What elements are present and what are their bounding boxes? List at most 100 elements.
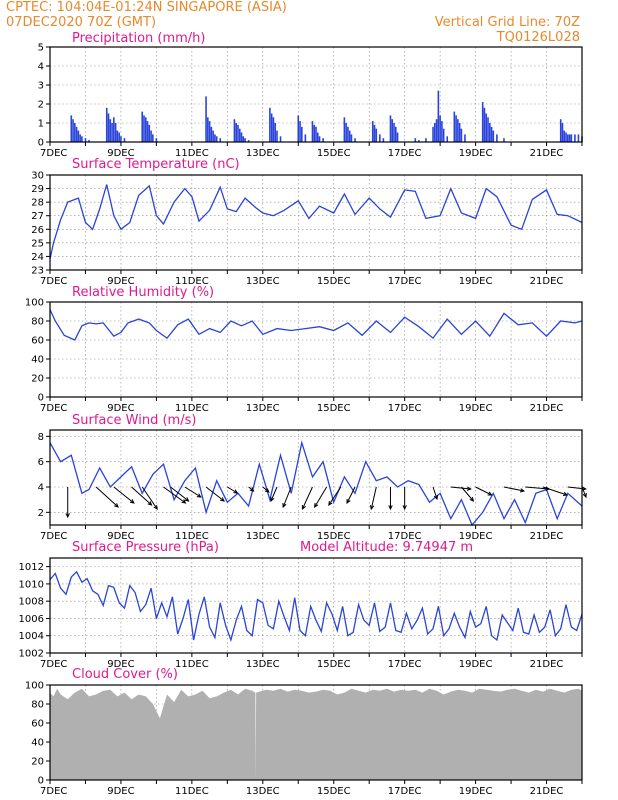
precip-bar: [107, 113, 110, 142]
wind-arrow-head: [388, 505, 393, 511]
precip-bar: [269, 107, 271, 142]
precip-bar: [389, 115, 392, 142]
precip-bar: [207, 117, 209, 142]
precip-bar: [84, 138, 87, 142]
wind-arrow-head: [301, 504, 306, 511]
precip-bar: [432, 126, 434, 142]
temp-xtick-label: 21DEC: [530, 276, 564, 287]
wind-arrow-head: [270, 496, 275, 503]
precip-bar: [435, 119, 438, 142]
precip-bar: [503, 138, 505, 142]
pressure-xtick-label: 9DEC: [107, 659, 134, 670]
wind-xtick-label: 13DEC: [246, 531, 280, 542]
precip-bar: [488, 123, 491, 142]
cloud-xtick-label: 13DEC: [246, 786, 280, 797]
precip-bar: [434, 123, 436, 142]
precip-bar: [148, 124, 151, 142]
precip-bar: [155, 138, 158, 142]
precip-bar: [453, 111, 456, 142]
precip-ytick-label: 5: [38, 43, 44, 54]
rh-ytick-label: 20: [31, 374, 44, 385]
rh-xtick-label: 15DEC: [317, 403, 351, 414]
wind-arrow-head: [220, 497, 225, 502]
pressure-xtick-label: 11DEC: [175, 659, 209, 670]
wind-arrow-head: [469, 497, 475, 502]
precip-bar: [214, 134, 216, 142]
temp-ytick-label: 28: [31, 198, 44, 209]
precip-bar: [485, 113, 488, 142]
precip-bar: [490, 126, 493, 142]
precip-bar: [150, 130, 152, 142]
precip-ytick-label: 2: [38, 100, 44, 111]
precip-bar: [274, 123, 277, 142]
precip-bar: [279, 136, 282, 142]
temp-ytick-label: 29: [31, 184, 44, 195]
precip-bar: [109, 119, 112, 142]
precip-bar: [114, 123, 117, 142]
precip-bar: [396, 132, 399, 142]
precip-bar: [233, 119, 236, 142]
temp-ytick-label: 23: [31, 266, 44, 277]
wind-arrow-shaft: [95, 486, 119, 508]
precip-bar: [375, 128, 378, 142]
wind-arrow-shaft: [461, 486, 474, 502]
pressure-xtick-label: 7DEC: [40, 659, 67, 670]
wind-arrow-shaft: [328, 486, 342, 506]
wind-arrow-shaft: [542, 486, 568, 496]
precip-bar: [123, 138, 126, 142]
wind-arrow-shaft: [282, 486, 292, 508]
wind-arrow-shaft: [450, 486, 471, 490]
precip-bar: [496, 134, 498, 142]
temp-ytick-label: 27: [31, 211, 44, 222]
precip-panel: Precipitation (mm/h) 0 1 2 3 4 5 7DEC 9DEC 11DEC 1…: [38, 31, 583, 159]
precip-bar: [559, 119, 562, 142]
temp-xtick-label: 11DEC: [175, 276, 209, 287]
wind-arrow-shaft: [141, 486, 158, 510]
precip-title: Precipitation (mm/h): [72, 31, 205, 46]
wind-panel: Surface Wind (m/s) 2 4 6 8 7DEC 9DEC 11DEC 13DEC…: [38, 413, 587, 542]
precip-bar: [111, 123, 113, 142]
wind-arrow-head: [466, 486, 472, 491]
temp-title: Surface Temperature (nC): [72, 157, 240, 172]
wind-xtick-label: 11DEC: [175, 531, 209, 542]
wind-arrow-head: [314, 502, 319, 508]
wind-arrow-head: [346, 498, 351, 505]
pressure-xtick-label: 21DEC: [530, 659, 564, 670]
cloud-frame: [49, 684, 583, 781]
precip-bar: [235, 123, 237, 142]
temp-line: [49, 184, 583, 260]
wind-arrow-head: [181, 499, 187, 504]
header-line1-left: CPTEC: 104:04E-01:24N SINGAPORE (ASIA): [6, 0, 287, 15]
precip-ytick-label: 3: [38, 81, 44, 92]
rh-ytick-label: 100: [25, 298, 44, 309]
precip-bar: [210, 126, 213, 142]
cloud-ytick-label: 0: [38, 776, 44, 787]
cloud-ytick-label: 60: [31, 719, 44, 730]
precip-bar: [425, 138, 427, 142]
rh-ytick-label: 60: [31, 336, 44, 347]
precip-bar: [371, 121, 374, 142]
precip-bar: [297, 115, 300, 142]
precip-bar: [345, 123, 347, 142]
precip-bar: [487, 117, 489, 142]
precip-bar: [315, 126, 317, 142]
precip-bar: [347, 126, 349, 142]
wind-arrow-head: [582, 492, 587, 499]
wind-arrow-head: [114, 503, 119, 508]
precip-frame: [49, 46, 583, 143]
wind-arrow-head: [65, 513, 70, 519]
precip-bar: [144, 117, 147, 142]
rh-panel: Relative Humidity (%) 0 20 40 60 80 100 7DEC 9DE…: [25, 285, 583, 414]
cloud-cover-area: [50, 688, 582, 780]
temp-ytick-label: 25: [31, 238, 44, 249]
wind-arrow-head: [282, 502, 287, 509]
wind-xtick-label: 21DEC: [530, 531, 564, 542]
rh-ytick-label: 40: [31, 355, 44, 366]
pressure-frame: [49, 557, 583, 654]
temp-frame: [49, 174, 583, 271]
precip-xtick-label: 15DEC: [317, 148, 351, 159]
precip-bar: [272, 117, 275, 142]
precip-bar: [146, 121, 149, 142]
wind-arrow-head: [562, 491, 569, 497]
